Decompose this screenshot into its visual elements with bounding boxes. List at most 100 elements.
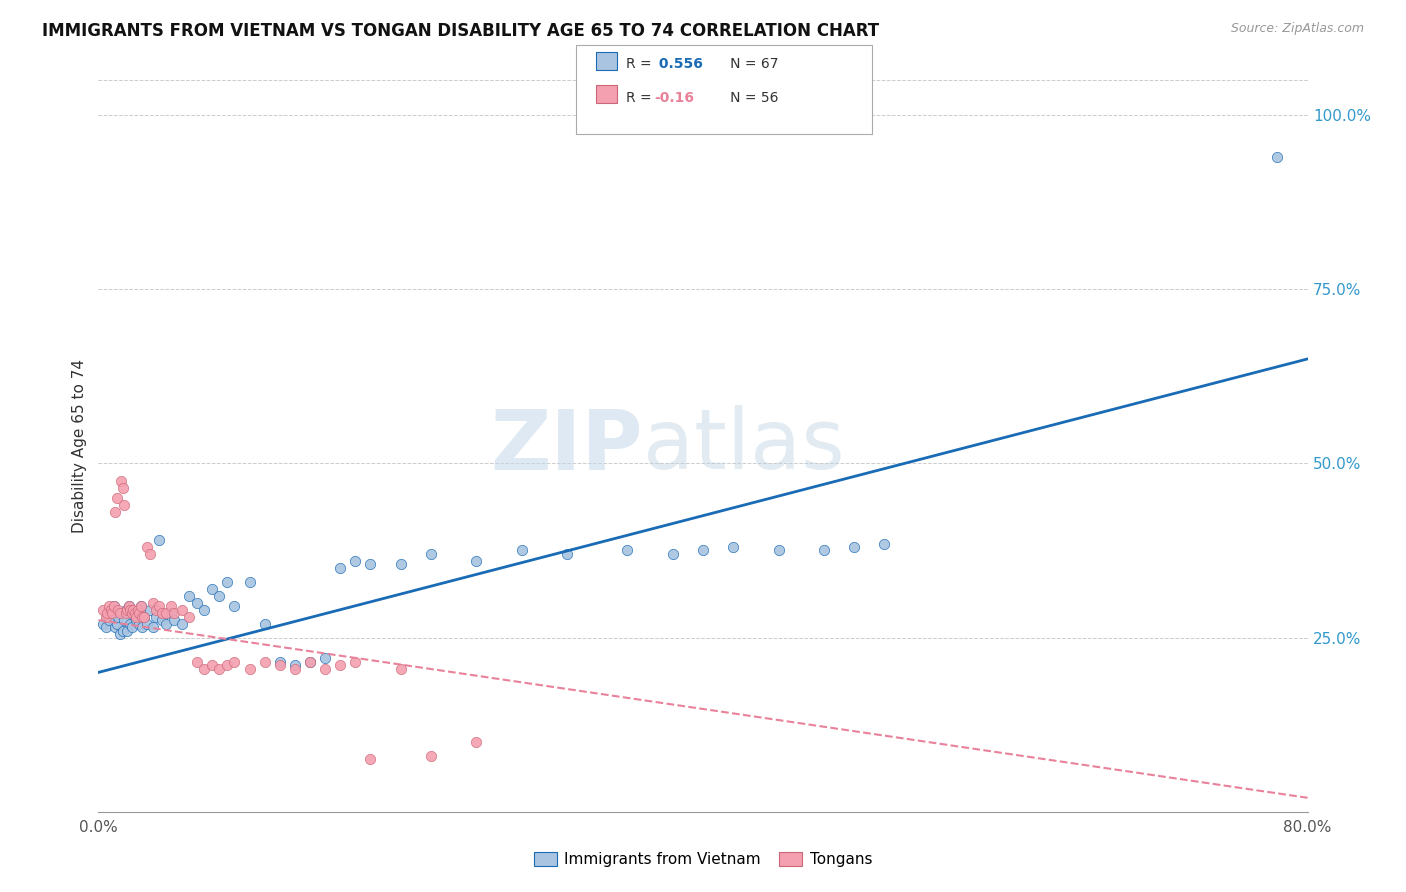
Point [360,558,382,572]
Point [96,606,118,620]
Point [465,554,488,568]
Point [170,616,193,631]
Point [661,547,683,561]
Point [131,609,153,624]
Point [145,609,167,624]
Point [112,498,135,512]
Point [145,603,167,617]
Point [555,547,578,561]
Text: IMMIGRANTS FROM VIETNAM VS TONGAN DISABILITY AGE 65 TO 74 CORRELATION CHART: IMMIGRANTS FROM VIETNAM VS TONGAN DISABI… [42,22,879,40]
Point [215,658,238,673]
Point [111,481,134,495]
Point [616,543,638,558]
Point [129,599,152,614]
Point [118,599,141,614]
Point [104,620,127,634]
Point [163,606,186,620]
Point [132,609,155,624]
Point [118,599,141,614]
Point [389,662,412,676]
Text: ZIP: ZIP [491,406,643,486]
Point [344,655,367,669]
Point [193,603,215,617]
Point [124,606,146,620]
Text: 0.556: 0.556 [654,57,703,71]
Point [115,624,138,638]
Text: N = 67: N = 67 [717,57,779,71]
Point [131,620,153,634]
Point [873,536,896,550]
Point [768,543,790,558]
Point [100,603,122,617]
Point [103,599,125,614]
Point [148,599,170,614]
Point [179,589,201,603]
Point [465,735,488,749]
Point [224,655,246,669]
Point [329,561,352,575]
Point [201,658,224,673]
Point [139,603,162,617]
Point [135,540,157,554]
Point [360,752,382,766]
Point [98,599,121,614]
Point [121,620,143,634]
Point [160,599,183,614]
Point [299,655,322,669]
Point [314,662,336,676]
Point [208,662,231,676]
Point [344,554,367,568]
Point [110,606,132,620]
Point [129,599,152,614]
Point [115,603,138,617]
Point [101,606,124,620]
Point [132,609,155,624]
Point [150,613,173,627]
Point [98,613,121,627]
Point [150,606,173,620]
Point [179,609,201,624]
Point [107,609,129,624]
Point [269,658,291,673]
Point [170,603,193,617]
Point [1267,150,1289,164]
Point [105,616,128,631]
Point [329,658,352,673]
Point [314,651,336,665]
Point [284,662,307,676]
Point [120,603,142,617]
Point [127,606,149,620]
Point [91,616,114,631]
Point [100,603,122,617]
Point [122,603,145,617]
Point [389,558,412,572]
Point [127,603,149,617]
Point [253,616,276,631]
Point [111,624,134,638]
Point [269,655,291,669]
Text: -0.16: -0.16 [654,91,693,105]
Point [148,533,170,547]
Point [299,655,322,669]
Point [155,606,177,620]
Point [114,603,136,617]
Point [239,662,262,676]
Point [107,603,129,617]
Point [844,540,866,554]
Legend: Immigrants from Vietnam, Tongans: Immigrants from Vietnam, Tongans [527,847,879,873]
Point [120,616,142,631]
Point [224,599,246,614]
Point [108,606,131,620]
Point [420,547,443,561]
Point [692,543,714,558]
Point [193,662,215,676]
Text: Source: ZipAtlas.com: Source: ZipAtlas.com [1230,22,1364,36]
Text: R =: R = [626,57,655,71]
Point [125,613,148,627]
Text: atlas: atlas [643,406,844,486]
Point [110,474,132,488]
Point [128,616,150,631]
Point [215,574,238,589]
Point [125,609,148,624]
Y-axis label: Disability Age 65 to 74: Disability Age 65 to 74 [72,359,87,533]
